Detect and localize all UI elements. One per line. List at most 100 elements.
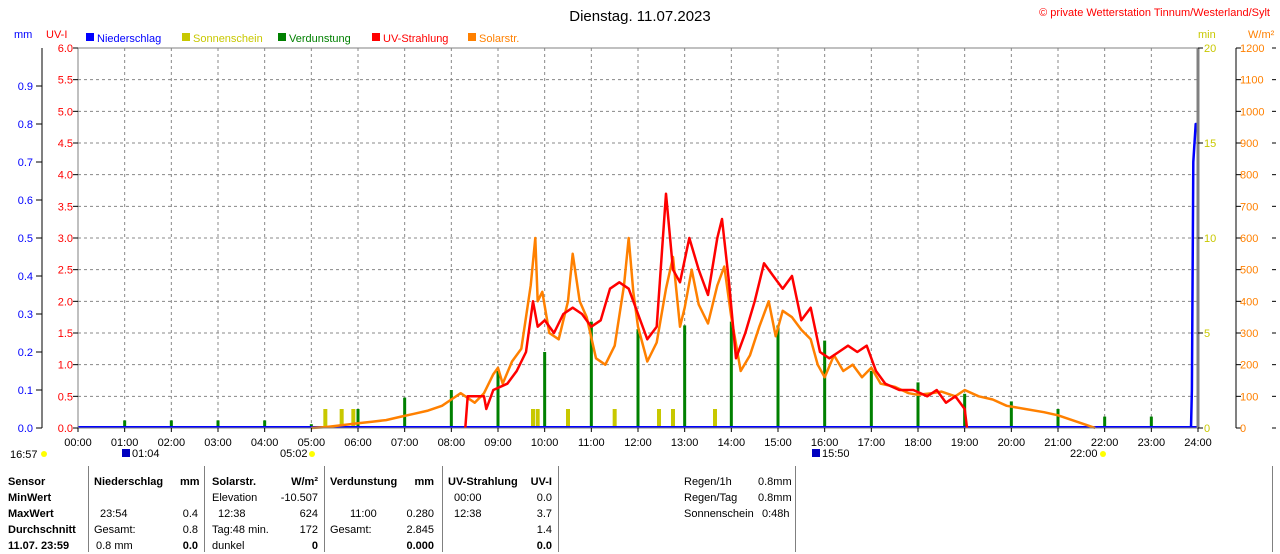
uvi-axis-label: 5.0 bbox=[58, 106, 73, 118]
wm2-axis-label: 800 bbox=[1240, 170, 1258, 182]
sunshine-bar bbox=[531, 409, 535, 428]
niederschlag-last-left: 0.8 mm bbox=[96, 540, 133, 552]
uvi-axis-label: 2.5 bbox=[58, 265, 73, 277]
x-axis-label: 17:00 bbox=[858, 437, 886, 449]
legend-label: Sonnenschein bbox=[193, 33, 263, 45]
uv-head: UV-Strahlung bbox=[448, 476, 518, 488]
uvi-axis-label: 3.5 bbox=[58, 201, 73, 213]
solar-head: Solarstr. bbox=[212, 476, 257, 488]
evaporation-bar bbox=[123, 420, 127, 428]
evaporation-bar bbox=[823, 340, 827, 428]
niederschlag-max-val: 0.4 bbox=[182, 508, 198, 520]
sunshine-bar bbox=[713, 409, 717, 428]
sunshine-bar bbox=[671, 409, 675, 428]
mm-axis-label: 0.5 bbox=[18, 233, 33, 245]
uv-max-val: 3.7 bbox=[536, 508, 552, 520]
extra-value-rain-1h: 0.8mm bbox=[758, 476, 792, 488]
evaporation-bar bbox=[1056, 409, 1060, 428]
x-axis-label: 15:00 bbox=[764, 437, 792, 449]
x-axis-label: 22:00 bbox=[1091, 437, 1119, 449]
mm-axis-label: 0.6 bbox=[18, 195, 33, 207]
wm2-axis-label: 0 bbox=[1240, 423, 1246, 435]
x-axis-label: 23:00 bbox=[1138, 437, 1166, 449]
x-axis-label: 01:00 bbox=[111, 437, 139, 449]
divider bbox=[1272, 466, 1273, 552]
series-line bbox=[311, 236, 1096, 430]
wm2-axis-label: 1000 bbox=[1240, 106, 1264, 118]
divider bbox=[558, 466, 559, 552]
x-axis-label: 04:00 bbox=[251, 437, 279, 449]
sunshine-bar bbox=[612, 409, 617, 428]
moonset-icon bbox=[812, 449, 820, 457]
evaporation-bar bbox=[1103, 416, 1107, 428]
x-axis-label: 20:00 bbox=[998, 437, 1026, 449]
evaporation-bar bbox=[216, 420, 220, 428]
solar-avg-val: 172 bbox=[299, 524, 318, 536]
legend-label: Solarstr. bbox=[479, 33, 519, 45]
uvi-axis-label: 0.0 bbox=[58, 423, 73, 435]
x-axis-label: 11:00 bbox=[578, 437, 605, 449]
niederschlag-total-val: 0.8 bbox=[182, 524, 198, 536]
solar-max-time: 12:38 bbox=[218, 508, 246, 520]
solar-min-val: -10.507 bbox=[280, 492, 318, 504]
min-axis-label: 15 bbox=[1204, 138, 1216, 150]
series-line bbox=[1189, 122, 1198, 429]
legend-label: Verdunstung bbox=[289, 33, 351, 45]
evaporation-bar bbox=[356, 409, 360, 428]
x-axis-label: 16:00 bbox=[811, 437, 839, 449]
legend-swatch bbox=[372, 33, 380, 41]
uvi-axis-label: 1.5 bbox=[58, 328, 73, 340]
marker-bottom-left: 16:57 bbox=[10, 449, 38, 461]
verdunstung-avg-val: 2.845 bbox=[406, 524, 434, 536]
uvi-axis-label: 5.5 bbox=[58, 75, 73, 87]
mm-axis-label: 0.1 bbox=[18, 385, 33, 397]
x-axis-label: 05:00 bbox=[298, 437, 326, 449]
row-avg: Durchschnitt bbox=[8, 524, 76, 536]
evaporation-bar bbox=[449, 390, 453, 428]
mm-axis-label: 0.8 bbox=[18, 119, 33, 131]
niederschlag-unit: mm bbox=[180, 476, 200, 488]
legend: Niederschlag Sonnenschein Verdunstung UV-St… bbox=[86, 33, 519, 45]
solar-max-val: 624 bbox=[299, 508, 318, 520]
x-axis-label: 10:00 bbox=[531, 437, 559, 449]
divider bbox=[795, 466, 796, 552]
weather-chart: Dienstag. 11.07.2023 © private Wettersta… bbox=[10, 7, 1276, 461]
unit-mm: mm bbox=[14, 29, 32, 41]
sunrise-icon bbox=[309, 451, 315, 457]
time-markers: 16:57 01:04 05:02 15:50 22:00 bbox=[10, 448, 1106, 461]
legend-swatch bbox=[278, 33, 286, 41]
extra-label-sunshine: Sonnenschein bbox=[684, 508, 754, 520]
x-axis-label: 08:00 bbox=[438, 437, 466, 449]
x-axis-label: 02:00 bbox=[158, 437, 186, 449]
wm2-axis-label: 500 bbox=[1240, 265, 1258, 277]
mm-axis-label: 0.2 bbox=[18, 347, 33, 359]
min-axis-label: 0 bbox=[1204, 423, 1210, 435]
x-axis-label: 03:00 bbox=[204, 437, 232, 449]
sunshine-bar bbox=[323, 409, 328, 428]
x-axis-label: 06:00 bbox=[344, 437, 372, 449]
row-min: MinWert bbox=[8, 492, 52, 504]
min-axis-label: 20 bbox=[1204, 43, 1216, 55]
uvi-axis-label: 0.5 bbox=[58, 391, 73, 403]
evaporation-bar bbox=[636, 329, 640, 428]
sunshine-bar bbox=[351, 409, 356, 428]
extra-value-rain-day: 0.8mm bbox=[758, 492, 792, 504]
wm2-axis-label: 700 bbox=[1240, 201, 1258, 213]
series-lines bbox=[78, 122, 1198, 430]
uv-min-val: 0.0 bbox=[536, 492, 552, 504]
niederschlag-total-label: Gesamt: bbox=[94, 524, 136, 536]
legend-label: UV-Strahlung bbox=[383, 33, 448, 45]
axes: 0.0 0.1 0.2 0.3 0.4 0.5 0.6 0.7 0.8 0.9 0.0 0.5 1.0 1… bbox=[18, 43, 1276, 449]
divider bbox=[324, 466, 325, 552]
marker-sunset: 22:00 bbox=[1070, 448, 1098, 460]
row-max: MaxWert bbox=[8, 508, 54, 520]
x-axis-label: 09:00 bbox=[484, 437, 512, 449]
evaporation-bar bbox=[683, 325, 687, 428]
verdunstung-unit: mm bbox=[414, 476, 434, 488]
verdunstung-max-time: 11:00 bbox=[350, 508, 377, 520]
statistics-table: Sensor MinWert MaxWert Durchschnitt 11.0… bbox=[0, 466, 1280, 552]
sunshine-bar bbox=[657, 409, 661, 428]
sunset-icon bbox=[1100, 451, 1106, 457]
evaporation-bar bbox=[589, 321, 593, 428]
unit-uvi: UV-I bbox=[46, 29, 67, 41]
